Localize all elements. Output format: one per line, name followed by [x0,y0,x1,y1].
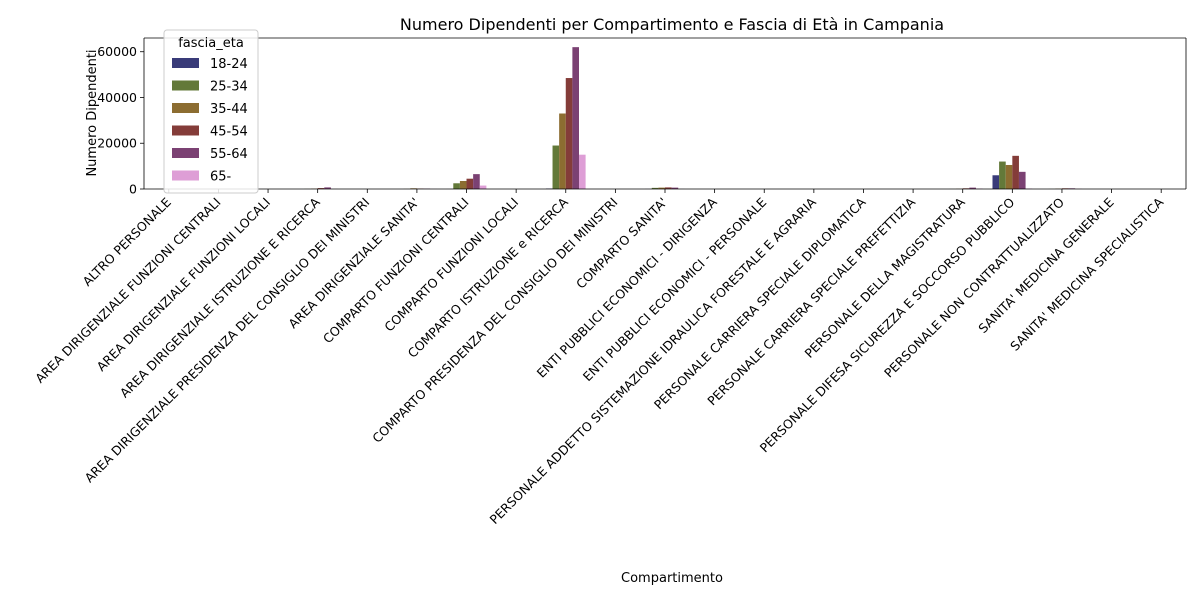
legend-label: 65- [210,170,232,185]
legend-label: 18-24 [210,57,248,72]
legend-label: 55-64 [210,147,248,162]
legend-swatch [172,170,199,181]
bar [572,47,579,190]
legend-label: 25-34 [210,80,248,95]
bar [578,154,586,189]
legend-label: 35-44 [210,102,248,117]
bar [1005,164,1013,189]
legend-swatch [172,125,199,136]
y-tick-label: 20000 [97,136,137,151]
bar [559,113,566,189]
legend: fascia_eta 18-24 25-34 35-44 45-54 55-64 65- [163,29,259,194]
bar [473,174,480,189]
y-tick-label: 60000 [97,44,137,59]
x-tick-label: PERSONALE ADDETTO SISTEMAZIONE IDRAULICA… [487,194,820,527]
y-axis-label: Numero Dipendenti [85,49,100,176]
bar [552,145,560,189]
y-axis: 0 20000 40000 60000 [97,37,1187,197]
legend-swatch [172,103,199,113]
x-axis-label: Compartimento [621,571,723,586]
bar [671,187,679,189]
bar [1012,155,1019,189]
chart-title: Numero Dipendenti per Compartimento e Fa… [400,15,944,34]
bar [317,188,325,189]
bar [651,187,659,189]
bar [459,180,467,189]
legend-title: fascia_eta [178,36,244,51]
plot-area [144,38,1186,189]
bar [999,161,1006,189]
x-tick-label: COMPARTO SANITA' [573,195,670,292]
x-tick-label: AREA DIRIGENZIALE FUNZIONI LOCALI [94,195,274,375]
legend-swatch [172,58,199,68]
x-tick-label: PERSONALE NON CONTRATTUALIZZATO [881,194,1067,380]
bar [665,187,672,189]
bars [155,47,1082,190]
legend-swatch [172,148,199,158]
x-tick-label: AREA DIRIGENZIALE FUNZIONI CENTRALI [32,195,223,386]
y-tick-label: 0 [129,182,137,197]
legend-swatch [172,80,199,91]
x-tick-label: ALTRO PERSONALE [79,194,174,289]
bar [453,183,460,189]
bar [658,187,665,189]
y-tick-label: 40000 [97,90,137,105]
x-tick-label: ENTI PUBBLICI ECONOMICI - PERSONALE [580,194,770,384]
plot-background [144,38,1186,189]
bar [1018,171,1026,189]
bar [324,187,331,189]
bar [466,178,474,189]
bar [479,185,487,189]
bar [969,187,976,189]
bar [565,78,573,189]
bar [992,175,1000,189]
legend-label: 45-54 [210,125,248,140]
x-tick-label: ENTI PUBBLICI ECONOMICI - DIRIGENZA [534,194,720,380]
